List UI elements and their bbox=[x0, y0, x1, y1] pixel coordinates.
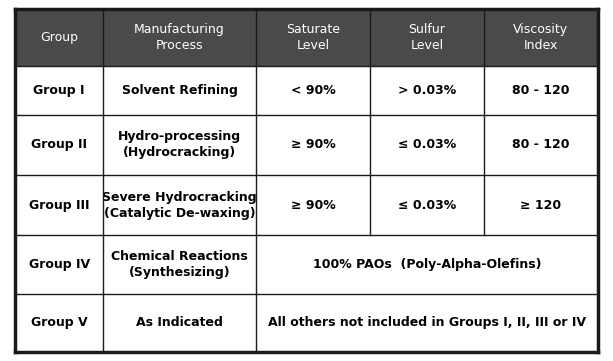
Bar bbox=[15, 9, 103, 66]
Text: ≥ 90%: ≥ 90% bbox=[291, 138, 335, 151]
Text: All others not included in Groups I, II, III or IV: All others not included in Groups I, II,… bbox=[268, 316, 586, 329]
Text: 80 - 120: 80 - 120 bbox=[512, 84, 569, 97]
Bar bbox=[484, 115, 598, 175]
Bar bbox=[484, 9, 598, 66]
Bar bbox=[256, 175, 370, 235]
Text: 100% PAOs  (Poly-Alpha-Olefins): 100% PAOs (Poly-Alpha-Olefins) bbox=[313, 258, 541, 271]
Text: Chemical Reactions
(Synthesizing): Chemical Reactions (Synthesizing) bbox=[111, 250, 248, 279]
Bar bbox=[103, 235, 256, 293]
Bar bbox=[484, 66, 598, 115]
Text: Group I: Group I bbox=[34, 84, 85, 97]
Text: Solvent Refining: Solvent Refining bbox=[122, 84, 238, 97]
Text: > 0.03%: > 0.03% bbox=[398, 84, 456, 97]
Bar bbox=[256, 235, 598, 293]
Bar bbox=[103, 9, 256, 66]
Bar bbox=[15, 235, 103, 293]
Text: ≤ 0.03%: ≤ 0.03% bbox=[398, 199, 456, 212]
Text: ≥ 90%: ≥ 90% bbox=[291, 199, 335, 212]
Bar bbox=[370, 115, 484, 175]
Text: Group V: Group V bbox=[31, 316, 88, 329]
Bar bbox=[103, 115, 256, 175]
Bar bbox=[15, 175, 103, 235]
Text: Manufacturing
Process: Manufacturing Process bbox=[134, 23, 225, 52]
Text: Group: Group bbox=[40, 31, 78, 44]
Text: 80 - 120: 80 - 120 bbox=[512, 138, 569, 151]
Bar bbox=[103, 293, 256, 352]
Bar bbox=[256, 293, 598, 352]
Bar bbox=[15, 66, 103, 115]
Text: < 90%: < 90% bbox=[291, 84, 335, 97]
Text: As Indicated: As Indicated bbox=[136, 316, 223, 329]
Text: Group II: Group II bbox=[31, 138, 87, 151]
Bar bbox=[256, 66, 370, 115]
Text: Severe Hydrocracking
(Catalytic De-waxing): Severe Hydrocracking (Catalytic De-waxin… bbox=[102, 191, 257, 219]
Bar bbox=[15, 293, 103, 352]
Bar bbox=[370, 175, 484, 235]
Text: ≥ 120: ≥ 120 bbox=[520, 199, 562, 212]
Text: Saturate
Level: Saturate Level bbox=[286, 23, 340, 52]
Bar bbox=[15, 115, 103, 175]
Text: Viscosity
Index: Viscosity Index bbox=[513, 23, 568, 52]
Bar bbox=[370, 9, 484, 66]
Bar bbox=[103, 66, 256, 115]
Text: Group III: Group III bbox=[29, 199, 89, 212]
Text: ≤ 0.03%: ≤ 0.03% bbox=[398, 138, 456, 151]
Bar bbox=[256, 115, 370, 175]
Bar bbox=[103, 175, 256, 235]
Bar bbox=[484, 175, 598, 235]
Bar bbox=[370, 66, 484, 115]
Bar bbox=[256, 9, 370, 66]
Text: Hydro-processing
(Hydrocracking): Hydro-processing (Hydrocracking) bbox=[118, 130, 241, 160]
Text: Group IV: Group IV bbox=[29, 258, 90, 271]
Text: Sulfur
Level: Sulfur Level bbox=[408, 23, 445, 52]
